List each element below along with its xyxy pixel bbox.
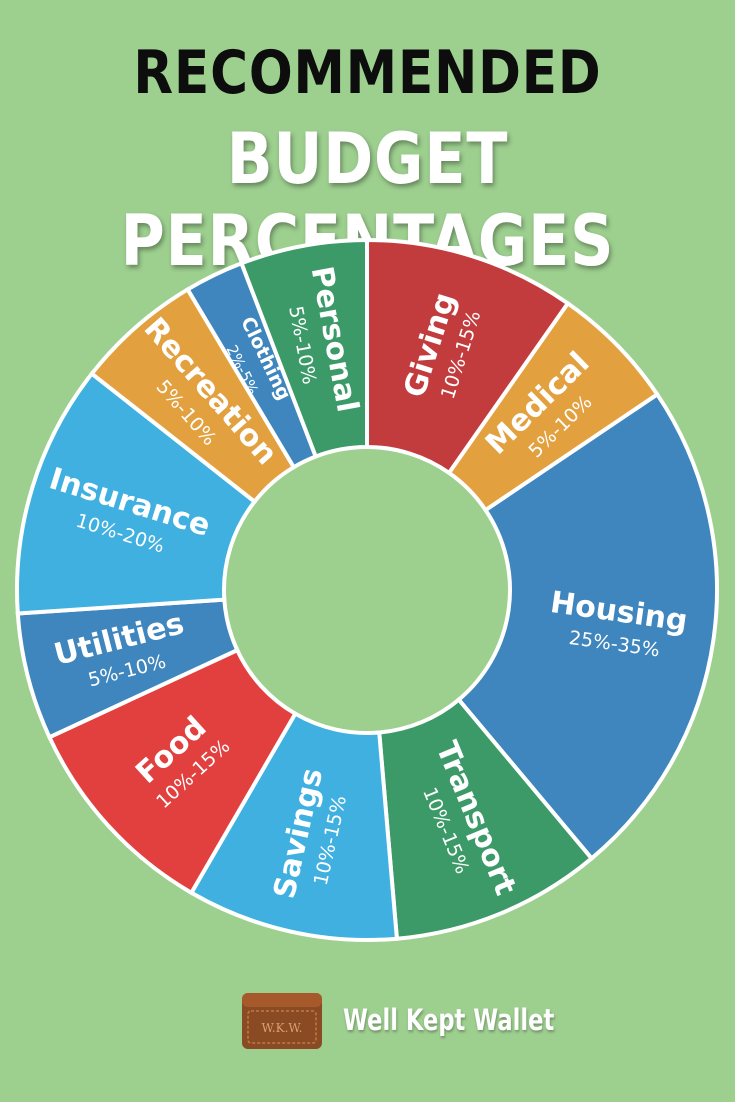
slice-insurance [15, 370, 258, 616]
slice-transport [377, 696, 595, 941]
wallet-logo-icon: W.K.W. [242, 993, 322, 1049]
slice-giving [365, 237, 571, 476]
slice-savings [188, 710, 400, 942]
slice-personal [238, 237, 369, 460]
wallet-stitching [247, 1010, 317, 1044]
slice-housing [455, 391, 719, 862]
brand-name: Well Kept Wallet [343, 1003, 555, 1037]
title-line-1: RECOMMENDED [133, 38, 602, 108]
title-line-2: BUDGET PERCENTAGES [121, 118, 614, 282]
logo-text: W.K.W. [262, 1021, 303, 1035]
wallet-flap [242, 993, 322, 1007]
